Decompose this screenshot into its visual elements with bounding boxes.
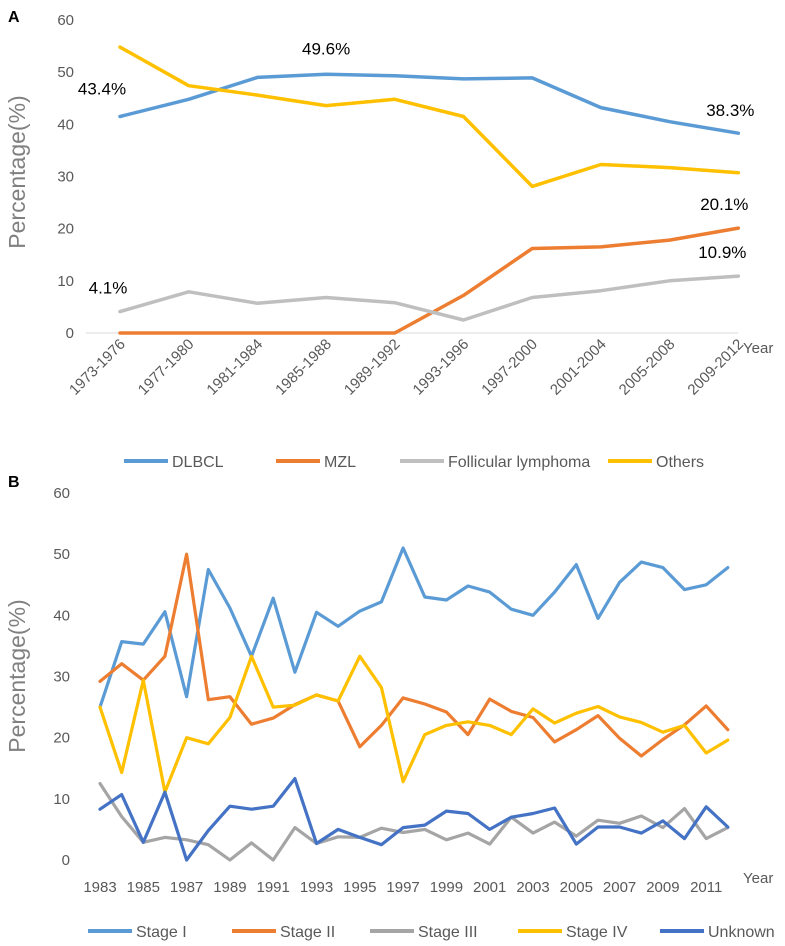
panel-b-y-tick-label: 40 (53, 607, 70, 624)
panel-b-y-tick-label: 50 (53, 546, 70, 563)
panel-b-line-stage-iii (98, 781, 730, 862)
panel-a-y-tick-label: 60 (57, 12, 74, 29)
panel-a-x-tick-label: 2001-2004 (547, 336, 610, 399)
panel-a-x-tick-label: 1977-1980 (135, 336, 198, 399)
panel-a-series-lines (118, 45, 741, 335)
panel-a-x-tick-label: 1989-1992 (341, 336, 404, 399)
panel-b-legend-label-stage-iv: Stage IV (566, 924, 628, 941)
panel-b-line-stage-ii (98, 552, 730, 758)
panel-b-x-tick-label: 2009 (646, 879, 679, 896)
panel-a-y-tick-label: 10 (57, 273, 74, 290)
panel-b-legend: Stage I Stage II Stage III Stage IV Unknown (88, 924, 775, 941)
panel-b-x-tick-label: 2011 (690, 879, 722, 896)
panel-a-x-tick-label: 1985-1988 (272, 336, 335, 399)
panel-b-legend-label-stage-ii: Stage II (280, 924, 335, 941)
panel-a-legend: DLBCL MZL Follicular lymphoma Others (124, 454, 704, 471)
panel-b-series-lines (98, 546, 730, 862)
panel-b-x-tick-label: 1989 (213, 879, 246, 896)
panel-b-legend-label-stage-iii: Stage III (418, 924, 478, 941)
panel-b-x-tick-label: 1985 (127, 879, 160, 896)
panel-a-x-tick-label: 1973-1976 (66, 336, 129, 399)
panel-b-x-ticks: 1983 1985 1987 1989 1991 1993 1995 1997 1999 2001… (83, 879, 722, 896)
panel-b-x-axis-label: Year (743, 870, 773, 887)
panel-a-x-axis-label: Year (743, 340, 773, 357)
panel-b-line-stage-i (98, 546, 730, 709)
panel-a-line-mzl (118, 226, 741, 335)
panel-b-label: B (8, 474, 20, 491)
panel-a-y-tick-label: 0 (66, 325, 74, 342)
panel-a-data-label: 49.6% (302, 39, 350, 58)
panel-b-line-stage-iv (98, 654, 730, 794)
panel-a-x-ticks: 1973-1976 1977-1980 1981-1984 1985-1988 1989… (66, 336, 747, 399)
panel-a-line-others (118, 45, 741, 189)
panel-b-x-tick-label: 1993 (300, 879, 333, 896)
panel-b-x-tick-label: 1995 (343, 879, 376, 896)
panel-b-legend-label-unknown: Unknown (708, 924, 775, 941)
panel-a-x-tick-label: 1997-2000 (478, 336, 541, 399)
panel-b-x-tick-label: 1987 (170, 879, 203, 896)
panel-a-x-tick-label: 1981-1984 (203, 336, 266, 399)
panel-b-y-ticks: 0 10 20 30 40 50 60 (53, 485, 70, 869)
panel-b-x-tick-label: 1983 (83, 879, 116, 896)
panel-a-legend-label-dlbcl: DLBCL (172, 454, 224, 471)
panel-a-data-label: 38.3% (706, 101, 754, 120)
panel-a-data-label: 43.4% (78, 80, 126, 99)
panel-a-data-label: 10.9% (698, 243, 746, 262)
panel-b-x-tick-label: 2007 (603, 879, 636, 896)
panel-b-y-tick-label: 30 (53, 669, 70, 686)
panel-b-x-tick-label: 1997 (386, 879, 419, 896)
panel-a-y-tick-label: 40 (57, 116, 74, 133)
panel-b-y-tick-label: 10 (53, 791, 70, 808)
panel-a-y-tick-label: 50 (57, 64, 74, 81)
panel-a-legend-label-follicular-lymphoma: Follicular lymphoma (448, 454, 590, 471)
panel-a-y-tick-label: 20 (57, 221, 74, 238)
panel-b-y-tick-label: 20 (53, 730, 70, 747)
panel-a-x-tick-label: 2009-2012 (684, 336, 747, 399)
panel-a-legend-label-mzl: MZL (324, 454, 356, 471)
panel-b-x-tick-label: 1999 (430, 879, 463, 896)
panel-b-legend-label-stage-i: Stage I (136, 924, 187, 941)
panel-a-x-tick-label: 1993-1996 (410, 336, 473, 399)
panel-a-legend-label-others: Others (656, 454, 704, 471)
panel-a-data-label: 20.1% (700, 195, 748, 214)
panel-b-x-tick-label: 2001 (473, 879, 506, 896)
panel-b-x-tick-label: 2005 (560, 879, 593, 896)
panel-b-y-tick-label: 60 (53, 485, 70, 502)
panel-b-y-tick-label: 0 (62, 852, 70, 869)
panel-a-y-axis-label: Percentage(%) (4, 95, 30, 248)
panel-a-y-tick-label: 30 (57, 169, 74, 186)
panel-a-x-tick-label: 2005-2008 (616, 336, 679, 399)
panel-a-data-label: 4.1% (89, 279, 128, 298)
panel-a-line-follicular-lymphoma (118, 274, 741, 322)
panel-b-y-axis-label: Percentage(%) (4, 599, 30, 752)
panel-a-y-ticks: 0 10 20 30 40 50 60 (57, 12, 738, 342)
panel-a-label: A (8, 9, 20, 26)
panel-b-x-tick-label: 1991 (257, 879, 290, 896)
panel-b-line-unknown (98, 776, 730, 862)
panel-a-line-dlbcl (118, 72, 741, 135)
panel-b-x-tick-label: 2003 (516, 879, 549, 896)
panel-a-annotations: 43.4% 49.6% 38.3% 20.1% 10.9% 4.1% (78, 39, 755, 297)
